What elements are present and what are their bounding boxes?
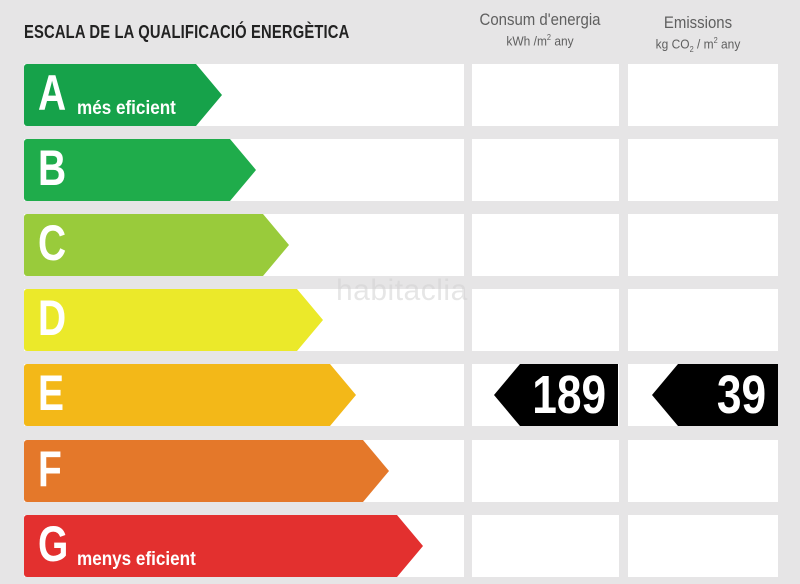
rating-letter-a: A xyxy=(38,65,67,121)
rating-row-a-emissions-cell xyxy=(628,64,778,126)
rating-row-g-energy-cell xyxy=(472,515,619,577)
rating-arrow-e: E xyxy=(24,364,356,426)
rating-row-c-emissions-cell xyxy=(628,214,778,276)
rating-arrow-b: B xyxy=(24,139,256,201)
emissions-column-title: Emissions xyxy=(663,13,733,32)
rating-row-f-energy-cell xyxy=(472,440,619,502)
rating-arrow-f: F xyxy=(24,440,389,502)
rating-letter-g: G xyxy=(38,516,69,572)
rating-row-c-energy-cell xyxy=(472,214,619,276)
rating-row-b-emissions-cell xyxy=(628,139,778,201)
energy-column-unit: kWh /m2 any xyxy=(506,33,574,49)
rating-row-f-emissions-cell xyxy=(628,440,778,502)
scale-title: ESCALA DE LA QUALIFICACIÓ ENERGÈTICA xyxy=(24,22,350,42)
rating-row-g-emissions-cell xyxy=(628,515,778,577)
energy-consumption-value: 189 xyxy=(532,365,606,425)
rating-letter-f: F xyxy=(38,441,62,497)
emissions-column-header: Emissions kg CO2 / m2 any xyxy=(628,14,768,54)
rating-row-d-emissions-cell xyxy=(628,289,778,351)
rating-letter-b: B xyxy=(38,140,67,196)
rating-letter-e: E xyxy=(38,365,65,421)
rating-letter-d: D xyxy=(38,290,67,346)
rating-row-b-energy-cell xyxy=(472,139,619,201)
rating-row-d-energy-cell xyxy=(472,289,619,351)
rating-sublabel-a: més eficient xyxy=(77,98,176,119)
rating-letter-c: C xyxy=(38,215,67,271)
rating-arrow-c: C xyxy=(24,214,289,276)
emissions-value-flag: 39 xyxy=(652,364,778,426)
rating-sublabel-g: menys eficient xyxy=(77,549,196,570)
rating-arrow-d: D xyxy=(24,289,323,351)
energy-column-header: Consum d'energia kWh /m2 any xyxy=(470,11,610,47)
energy-consumption-value-flag: 189 xyxy=(494,364,618,426)
emissions-value: 39 xyxy=(716,365,766,425)
watermark-logo: habitaclia xyxy=(336,274,468,307)
emissions-column-unit: kg CO2 / m2 any xyxy=(655,36,741,54)
energy-column-title: Consum d'energia xyxy=(479,10,601,29)
rating-row-a-energy-cell xyxy=(472,64,619,126)
